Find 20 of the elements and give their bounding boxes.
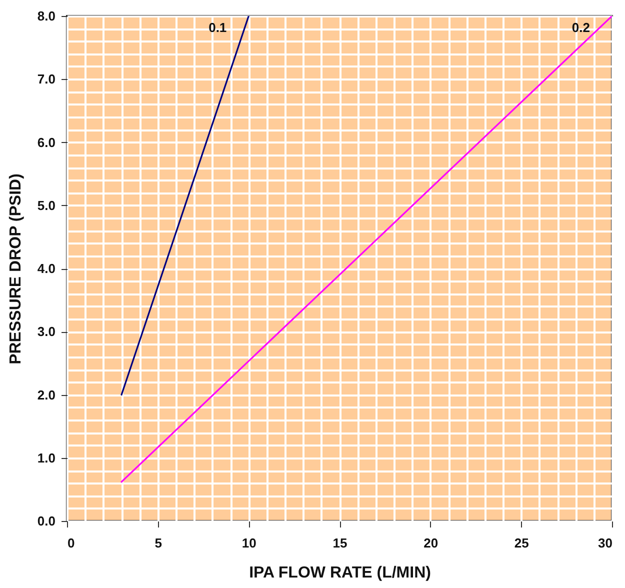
x-tick-label: 0 [68, 536, 75, 550]
y-tick-label: 3.0 [37, 324, 56, 340]
x-tick-label: 10 [242, 536, 256, 550]
x-axis-title: IPA FLOW RATE (L/MIN) [249, 564, 431, 582]
x-tick-label: 30 [598, 536, 612, 550]
y-tick-label: 2.0 [37, 387, 56, 402]
series-label: 0.1 [208, 20, 227, 35]
x-tick-label: 25 [514, 536, 529, 550]
y-tick-label: 5.0 [37, 198, 56, 213]
y-tick-label: 6.0 [37, 134, 56, 150]
y-tick-label: 4.0 [37, 261, 56, 276]
series-label: 0.2 [572, 20, 590, 35]
y-axis-title: PRESSURE DROP (PSID) [7, 174, 24, 364]
x-tick-label: 20 [424, 536, 438, 550]
y-tick-label: 0.0 [37, 514, 56, 528]
y-tick-label: 8.0 [37, 8, 56, 24]
y-tick-label: 1.0 [37, 450, 56, 466]
x-tick-label: 15 [332, 536, 348, 550]
y-tick-label: 7.0 [37, 72, 56, 87]
x-tick-label: 5 [154, 536, 162, 550]
